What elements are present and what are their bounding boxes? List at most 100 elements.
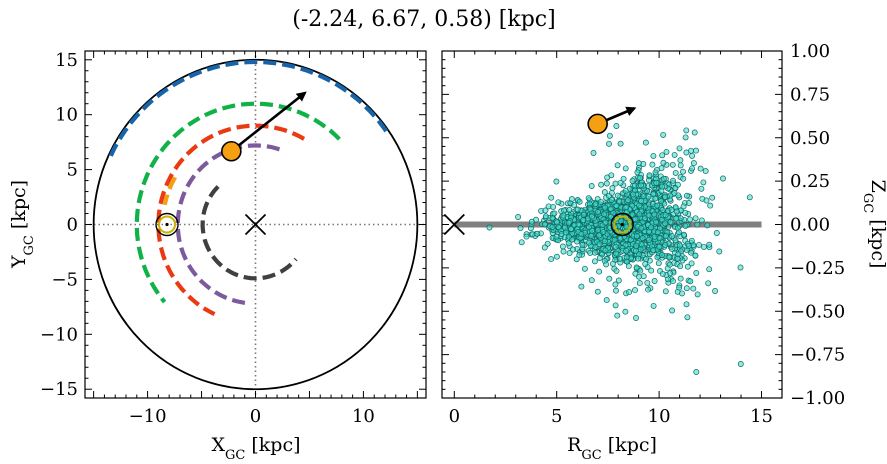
star-point: [626, 289, 633, 296]
star-point: [677, 275, 684, 282]
star-point: [672, 237, 679, 244]
star-point: [687, 216, 693, 223]
source-velocity-arrow: [230, 91, 307, 153]
star-point: [696, 241, 702, 248]
star-point: [613, 123, 620, 129]
figure-title: (-2.24, 6.67, 0.58) [kpc]: [292, 7, 555, 32]
left-y-axis-label-sub: GC: [22, 235, 37, 255]
star-point: [677, 215, 684, 222]
star-point: [612, 302, 619, 309]
star-point: [649, 161, 656, 168]
star-point: [633, 315, 639, 321]
star-point: [632, 287, 638, 294]
star-point: [570, 246, 576, 253]
star-point: [716, 248, 723, 255]
star-point: [578, 283, 585, 290]
left-panel: −10 0 10 −15 −10 −5 0 5 10 15 XGC [kpc] YGC [kpc]: [8, 50, 427, 463]
star-point: [617, 140, 624, 147]
star-point: [591, 258, 598, 265]
star-point: [594, 288, 601, 295]
star-point: [596, 232, 603, 239]
star-point: [683, 192, 690, 199]
star-point: [638, 198, 645, 204]
star-point: [607, 205, 614, 212]
star-point: [625, 197, 631, 204]
star-point: [576, 198, 583, 205]
star-point: [608, 196, 615, 203]
right-y-tick-label: −0.50: [790, 301, 845, 322]
star-point: [656, 235, 663, 242]
right-panel: 0 5 10 15 −1.00 −0.75 −0.50 −0.25 0.00 0.25 0.50 0.…: [441, 41, 887, 463]
star-point: [662, 242, 669, 249]
star-point: [548, 194, 555, 201]
star-point: [688, 260, 695, 267]
star-point: [679, 290, 685, 297]
star-point: [548, 256, 555, 263]
star-point: [603, 261, 610, 268]
star-point: [692, 215, 699, 222]
star-point: [633, 233, 640, 240]
star-point: [671, 151, 678, 158]
star-point: [634, 169, 641, 176]
star-point: [607, 213, 614, 220]
star-point: [682, 222, 689, 229]
star-point: [594, 209, 601, 216]
right-x-tick-label: 5: [551, 406, 562, 427]
right-x-tick-label: 15: [750, 406, 773, 427]
star-point: [683, 285, 690, 292]
star-point: [720, 175, 726, 182]
left-x-tick-label: −10: [129, 406, 167, 427]
star-point: [613, 250, 620, 257]
star-point: [682, 134, 689, 141]
star-point: [669, 307, 676, 314]
star-point: [651, 278, 658, 284]
star-point: [588, 213, 595, 220]
star-point: [694, 221, 701, 228]
star-point: [615, 277, 622, 284]
star-point: [683, 149, 690, 156]
star-point: [581, 265, 588, 272]
star-point: [601, 189, 608, 196]
left-x-axis-label-sub: GC: [225, 448, 245, 463]
star-point: [588, 233, 595, 239]
star-point: [693, 270, 700, 276]
star-point: [638, 225, 645, 232]
star-point: [698, 217, 705, 224]
star-point: [668, 206, 675, 213]
left-y-tick-label: 0: [67, 215, 78, 236]
star-point: [660, 175, 667, 182]
star-point: [518, 239, 525, 246]
star-point: [613, 287, 619, 294]
right-y-tick-label: −1.00: [790, 388, 845, 409]
star-point: [588, 277, 595, 284]
star-point: [575, 221, 582, 228]
right-x-tick-label: 10: [648, 406, 671, 427]
star-cloud: [486, 123, 753, 375]
star-point: [639, 235, 646, 242]
star-point: [613, 267, 620, 274]
left-y-axis-label: YGC [kpc]: [8, 180, 37, 269]
star-point: [630, 191, 637, 198]
star-point: [553, 233, 560, 240]
star-point: [623, 204, 630, 211]
star-point: [602, 247, 609, 254]
star-point: [565, 233, 572, 240]
star-point: [643, 256, 650, 263]
star-point: [565, 240, 572, 247]
star-point: [746, 194, 753, 201]
star-point: [606, 140, 612, 147]
star-point: [687, 278, 694, 285]
star-point: [659, 252, 665, 258]
right-y-tick-label: −0.75: [790, 345, 845, 366]
star-point: [534, 230, 541, 237]
star-point: [700, 179, 707, 186]
star-point: [603, 297, 610, 304]
star-point: [568, 196, 575, 203]
star-point: [713, 230, 720, 236]
star-point: [580, 217, 587, 224]
galaxy-boundary: [92, 58, 419, 391]
star-point: [672, 169, 679, 176]
star-point: [636, 211, 643, 218]
star-point: [676, 242, 683, 249]
star-point: [617, 179, 624, 186]
